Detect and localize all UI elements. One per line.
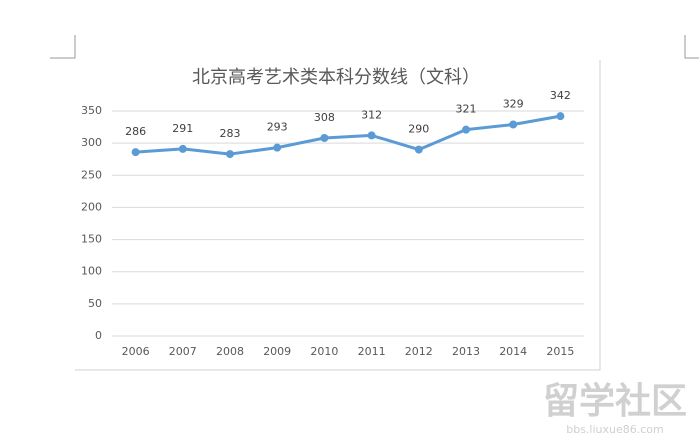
data-point — [320, 134, 329, 142]
data-point — [367, 131, 376, 140]
data-point — [556, 112, 565, 121]
x-tick-label: 2008 — [216, 345, 244, 358]
x-tick-label: 2010 — [310, 345, 338, 358]
data-label: 342 — [550, 89, 571, 102]
page-corner-mark — [50, 35, 76, 59]
x-tick-label: 2013 — [452, 345, 480, 358]
data-label: 329 — [503, 98, 524, 111]
data-line — [135, 114, 561, 156]
chart-title: 北京高考艺术类本科分数线（文科） — [192, 67, 480, 88]
watermark-url: bbs.liuxue86.com — [566, 423, 664, 436]
y-tick-label: 150 — [81, 233, 102, 246]
x-tick-label: 2012 — [405, 345, 433, 358]
x-tick-label: 2009 — [263, 345, 291, 358]
data-point — [414, 145, 423, 154]
data-label: 291 — [172, 122, 193, 135]
y-tick-label: 250 — [81, 168, 102, 181]
x-tick-label: 2007 — [169, 345, 197, 358]
x-tick-label: 2006 — [122, 345, 150, 358]
data-point — [509, 120, 518, 129]
data-point — [178, 144, 187, 153]
x-tick-label: 2015 — [546, 345, 574, 358]
x-tick-label: 2011 — [358, 345, 386, 358]
data-label: 312 — [361, 108, 382, 121]
y-tick-label: 50 — [88, 297, 102, 310]
data-point — [273, 143, 282, 152]
data-label: 286 — [125, 125, 146, 138]
y-tick-label: 0 — [95, 329, 102, 342]
x-tick-label: 2014 — [499, 345, 527, 358]
data-point — [131, 148, 140, 157]
data-label: 293 — [267, 121, 288, 134]
chart-frame — [75, 60, 601, 371]
watermark-name: 留学社区 — [543, 380, 687, 422]
y-tick-label: 200 — [81, 200, 102, 213]
y-tick-label: 100 — [81, 265, 102, 278]
data-point — [226, 150, 234, 159]
y-tick-label: 350 — [81, 104, 102, 117]
y-tick-label: 300 — [81, 136, 102, 149]
data-point — [462, 125, 470, 134]
data-label: 290 — [408, 123, 429, 136]
data-label: 283 — [220, 127, 241, 140]
page-corner-mark — [684, 35, 699, 59]
data-label: 321 — [456, 103, 477, 116]
data-label: 308 — [314, 111, 335, 124]
